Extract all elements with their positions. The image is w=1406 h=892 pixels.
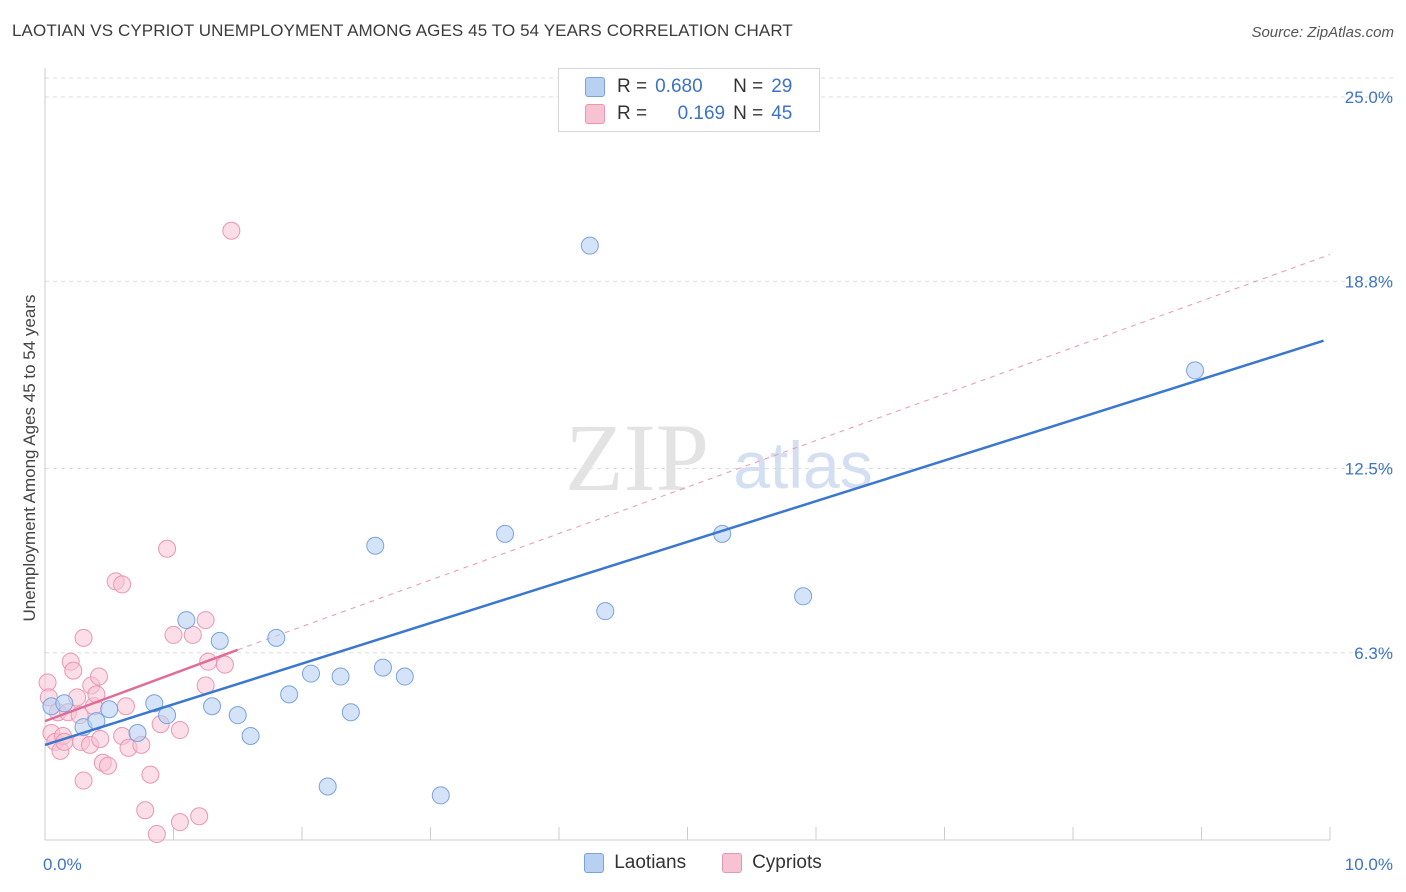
laotians-points bbox=[42, 236, 1205, 805]
cypriots-point bbox=[147, 825, 166, 844]
y-tick-label: 12.5% bbox=[1345, 460, 1393, 479]
laotians-point bbox=[301, 664, 320, 683]
legend-item-cypriots[interactable]: Cypriots bbox=[722, 852, 822, 874]
cypriots-trend-extension bbox=[237, 254, 1331, 651]
cypriots-legend-label: Cypriots bbox=[752, 852, 822, 873]
laotians-point bbox=[794, 587, 813, 606]
cypriots-point bbox=[74, 628, 93, 647]
laotians-point bbox=[267, 628, 286, 647]
trendlines bbox=[44, 339, 1324, 747]
x-tick-label: 10.0% bbox=[1345, 855, 1393, 874]
watermark-zip: ZIP bbox=[565, 404, 709, 511]
tick-labels: 6.3% 12.5% 18.8% 25.0% 0.0% 10.0% bbox=[43, 88, 1393, 874]
cypriots-point bbox=[116, 697, 135, 716]
laotians-r-label: R = bbox=[617, 76, 648, 97]
cypriots-point bbox=[158, 539, 177, 558]
laotians-point bbox=[318, 777, 337, 796]
laotians-swatch bbox=[585, 77, 605, 97]
cypriots-point bbox=[136, 801, 155, 820]
cypriots-n-value: 45 bbox=[771, 103, 793, 124]
cypriots-point bbox=[74, 771, 93, 790]
laotians-point bbox=[431, 786, 450, 805]
laotians-point bbox=[145, 694, 164, 713]
laotians-point bbox=[241, 726, 260, 745]
cypriots-point bbox=[183, 625, 202, 644]
laotians-point bbox=[580, 236, 599, 255]
legend-row-cypriots: R = 0.169 N = 45 bbox=[585, 102, 792, 126]
cypriots-point bbox=[170, 813, 189, 832]
laotians-point bbox=[496, 524, 515, 543]
cypriots-point bbox=[89, 667, 108, 686]
cypriots-trendline bbox=[44, 648, 239, 723]
cypriots-point bbox=[98, 756, 117, 775]
cypriots-point bbox=[38, 673, 57, 692]
y-tick-label: 6.3% bbox=[1354, 644, 1393, 663]
laotians-point bbox=[395, 667, 414, 686]
cypriots-point bbox=[215, 655, 234, 674]
cypriots-r-label: R = bbox=[617, 103, 648, 124]
laotians-legend-swatch bbox=[584, 853, 605, 873]
laotians-point bbox=[280, 685, 299, 704]
axes bbox=[44, 68, 1331, 841]
cypriots-point bbox=[91, 729, 110, 748]
cypriots-swatch bbox=[585, 104, 605, 124]
cypriots-point bbox=[196, 611, 215, 630]
cypriots-point bbox=[222, 221, 241, 240]
laotians-point bbox=[55, 694, 74, 713]
chart-title: LAOTIAN VS CYPRIOT UNEMPLOYMENT AMONG AG… bbox=[12, 21, 793, 40]
laotians-point bbox=[373, 658, 392, 677]
cypriots-point bbox=[190, 807, 209, 826]
series-legend: Laotians Cypriots bbox=[0, 852, 1406, 874]
cypriots-r-value: 0.169 bbox=[677, 103, 726, 124]
cypriots-point bbox=[170, 721, 189, 740]
legend-item-laotians[interactable]: Laotians bbox=[584, 852, 686, 874]
laotians-r-value: 0.680 bbox=[655, 76, 703, 97]
laotians-point bbox=[100, 700, 119, 719]
laotians-point bbox=[1186, 361, 1205, 380]
laotians-point bbox=[341, 703, 360, 722]
y-tick-label: 25.0% bbox=[1345, 88, 1393, 107]
laotians-point bbox=[203, 697, 222, 716]
laotians-point bbox=[596, 602, 615, 621]
laotians-legend-label: Laotians bbox=[614, 852, 687, 873]
laotians-point bbox=[228, 706, 247, 725]
legend-row-laotians: R = 0.680 N = 29 bbox=[585, 75, 792, 99]
laotians-point bbox=[366, 536, 385, 555]
laotians-point bbox=[177, 611, 196, 630]
y-tick-label: 18.8% bbox=[1345, 272, 1393, 291]
cypriots-n-label: N = bbox=[733, 103, 764, 124]
laotians-trendline bbox=[44, 339, 1324, 747]
laotians-point bbox=[210, 631, 229, 650]
cypriots-point bbox=[113, 575, 132, 594]
cypriots-legend-swatch bbox=[722, 853, 743, 873]
source-label: Source: ZipAtlas.com bbox=[1251, 24, 1394, 41]
laotians-n-value: 29 bbox=[771, 76, 793, 97]
cypriots-points bbox=[38, 221, 241, 844]
laotians-point bbox=[331, 667, 350, 686]
cypriots-point bbox=[64, 661, 83, 680]
laotians-n-label: N = bbox=[733, 76, 764, 97]
cypriots-trendline-dashed bbox=[237, 254, 1331, 651]
cypriots-point bbox=[164, 625, 183, 644]
stats-legend: R = 0.680 N = 29 R = 0.169 N = 45 bbox=[558, 68, 820, 132]
x-tick-label: 0.0% bbox=[43, 855, 82, 874]
cypriots-point bbox=[141, 765, 160, 784]
laotians-point bbox=[128, 724, 147, 743]
